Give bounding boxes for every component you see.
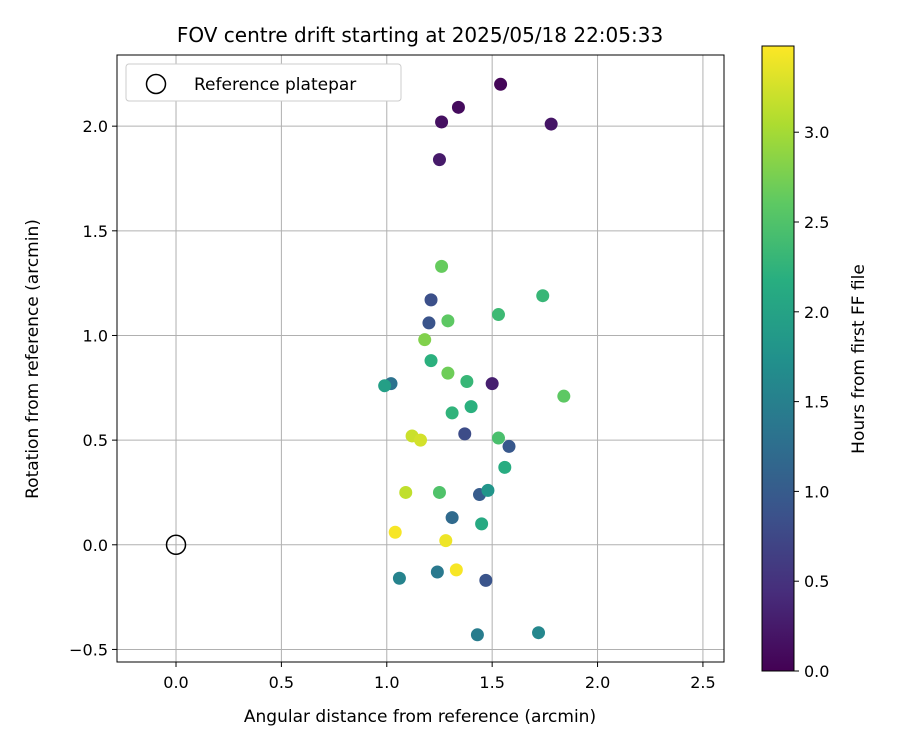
drift-point [458,427,472,441]
drift-point [485,377,499,391]
colorbar-tick-label: 0.0 [804,662,829,681]
x-tick-label: 0.0 [163,673,188,692]
legend-reference-label: Reference platepar [194,75,356,95]
drift-point [439,534,453,548]
drift-point [544,117,558,131]
x-tick-label: 2.5 [690,673,715,692]
y-tick-label: 0.5 [83,431,108,450]
drift-point [479,573,493,587]
drift-point [414,433,427,447]
drift-point [418,333,432,347]
colorbar: 0.0 0.5 1.0 1.5 2.0 2.5 3.0 Hours from first F… [761,45,869,681]
drift-point [435,259,449,273]
drift-point [392,571,406,585]
x-tick-label: 1.5 [479,673,504,692]
colorbar-tick-label: 3.0 [804,123,829,142]
drift-point [451,100,465,114]
legend-box [125,63,402,102]
colorbar-tick-label: 2.0 [804,303,829,322]
drift-point [449,563,463,577]
drift-point [422,316,436,330]
axes: 0.0 0.5 1.0 1.5 2.0 2.5 −0.5 0.0 0.5 1.0 1.5 2.0 [69,117,716,692]
y-axis-label: Rotation from reference (arcmin) [23,219,43,499]
drift-point [491,431,505,445]
grid-lines [117,55,724,662]
drift-point [470,628,484,642]
colorbar-ticks: 0.0 0.5 1.0 1.5 2.0 2.5 3.0 [794,123,829,681]
y-tick-label: 1.0 [83,326,108,345]
drift-point [460,375,474,389]
data-points [165,77,571,642]
plot-frame [116,54,725,663]
drift-point [399,485,413,499]
legend: Reference platepar [125,63,402,102]
drift-point [536,289,550,303]
drift-point [532,626,546,640]
reference-platepar-marker [165,534,187,556]
colorbar-tick-label: 1.5 [804,393,829,412]
y-tick-label: 0.0 [83,536,108,555]
colorbar-gradient [761,45,795,672]
drift-point [435,115,449,129]
legend-reference-marker [145,73,167,95]
drift-point [441,366,455,380]
drift-point [464,400,478,414]
drift-point [424,293,438,307]
colorbar-tick-label: 0.5 [804,572,829,591]
drift-point [445,511,459,525]
drift-point [475,517,489,531]
x-tick-label: 1.0 [374,673,399,692]
colorbar-label: Hours from first FF file [849,264,869,454]
colorbar-tick-label: 1.0 [804,482,829,501]
y-tick-label: −0.5 [69,640,108,659]
drift-point [494,77,508,91]
x-tick-label: 0.5 [269,673,294,692]
y-tick-label: 2.0 [83,117,108,136]
drift-point [424,354,438,368]
chart-title: FOV centre drift starting at 2025/05/18 … [177,23,663,47]
drift-point [432,485,446,499]
drift-point [388,525,402,539]
drift-point [432,153,446,167]
y-tick-label: 1.5 [83,222,108,241]
drift-point [445,406,459,420]
drift-point [502,439,516,453]
drift-point [491,308,505,322]
drift-point [498,460,512,474]
drift-point [557,389,571,403]
x-axis-label: Angular distance from reference (arcmin) [244,707,596,727]
x-tick-label: 2.0 [585,673,610,692]
colorbar-tick-label: 2.5 [804,213,829,232]
drift-point [378,379,392,393]
drift-point [481,483,495,497]
drift-point [441,314,455,328]
drift-point [430,565,444,579]
